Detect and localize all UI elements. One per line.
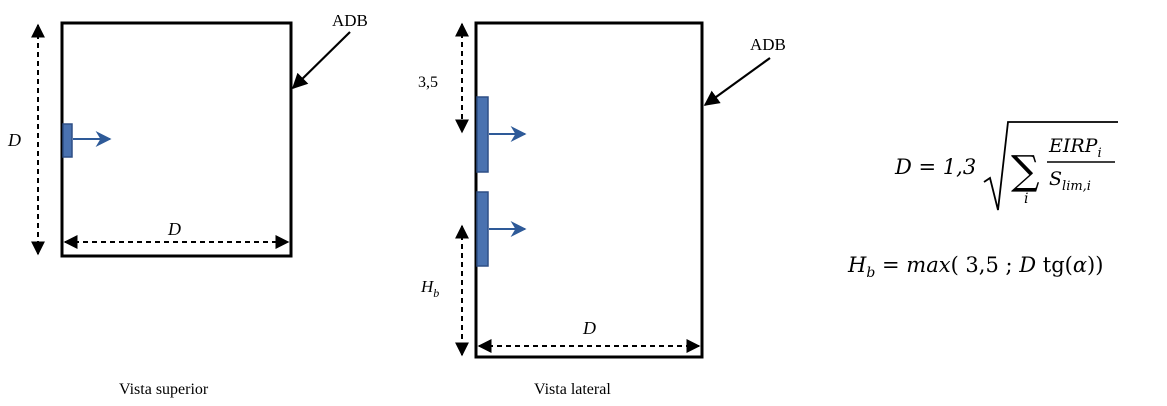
formula-h-expression: Hb = max( 3,5 ; D tg(α)) xyxy=(847,253,1103,281)
side-view-antenna-upper xyxy=(476,96,489,173)
formula-d-lhs: D = 1,3 xyxy=(894,155,976,179)
side-view-height-label: 3,5 xyxy=(418,74,438,91)
side-view-box xyxy=(474,21,704,359)
side-view-caption: Vista lateral xyxy=(534,381,611,398)
side-view-hb-label: Hb xyxy=(420,277,439,300)
top-view-d-side-label: D xyxy=(7,130,21,150)
side-view-adb-label: ADB xyxy=(750,35,786,54)
formula-d-summation: ∑ xyxy=(1011,148,1040,194)
top-view-adb-pointer xyxy=(291,31,351,90)
formula-d-sum-index: i xyxy=(1024,191,1028,207)
side-view-antenna-lower xyxy=(476,191,489,267)
top-view: D D ADB Vista superior xyxy=(7,11,368,398)
formula-h: Hb = max( 3,5 ; D tg(α)) xyxy=(847,253,1103,281)
formula-d: D = 1,3 ∑ i EIRPi Slim,i xyxy=(894,121,1118,211)
top-view-box xyxy=(60,21,293,258)
side-view: 3,5 Hb D ADB Vista lateral xyxy=(418,21,786,398)
side-view-d-label: D xyxy=(582,318,596,338)
formula-d-numerator: EIRPi xyxy=(1048,135,1102,161)
top-view-adb-label: ADB xyxy=(332,11,368,30)
side-view-adb-pointer xyxy=(703,57,771,106)
top-view-d-bottom-label: D xyxy=(167,219,181,239)
formula-d-radical xyxy=(983,121,1118,211)
formula-d-denominator: Slim,i xyxy=(1049,168,1091,194)
top-view-antenna xyxy=(62,123,73,158)
top-view-caption: Vista superior xyxy=(119,381,209,398)
